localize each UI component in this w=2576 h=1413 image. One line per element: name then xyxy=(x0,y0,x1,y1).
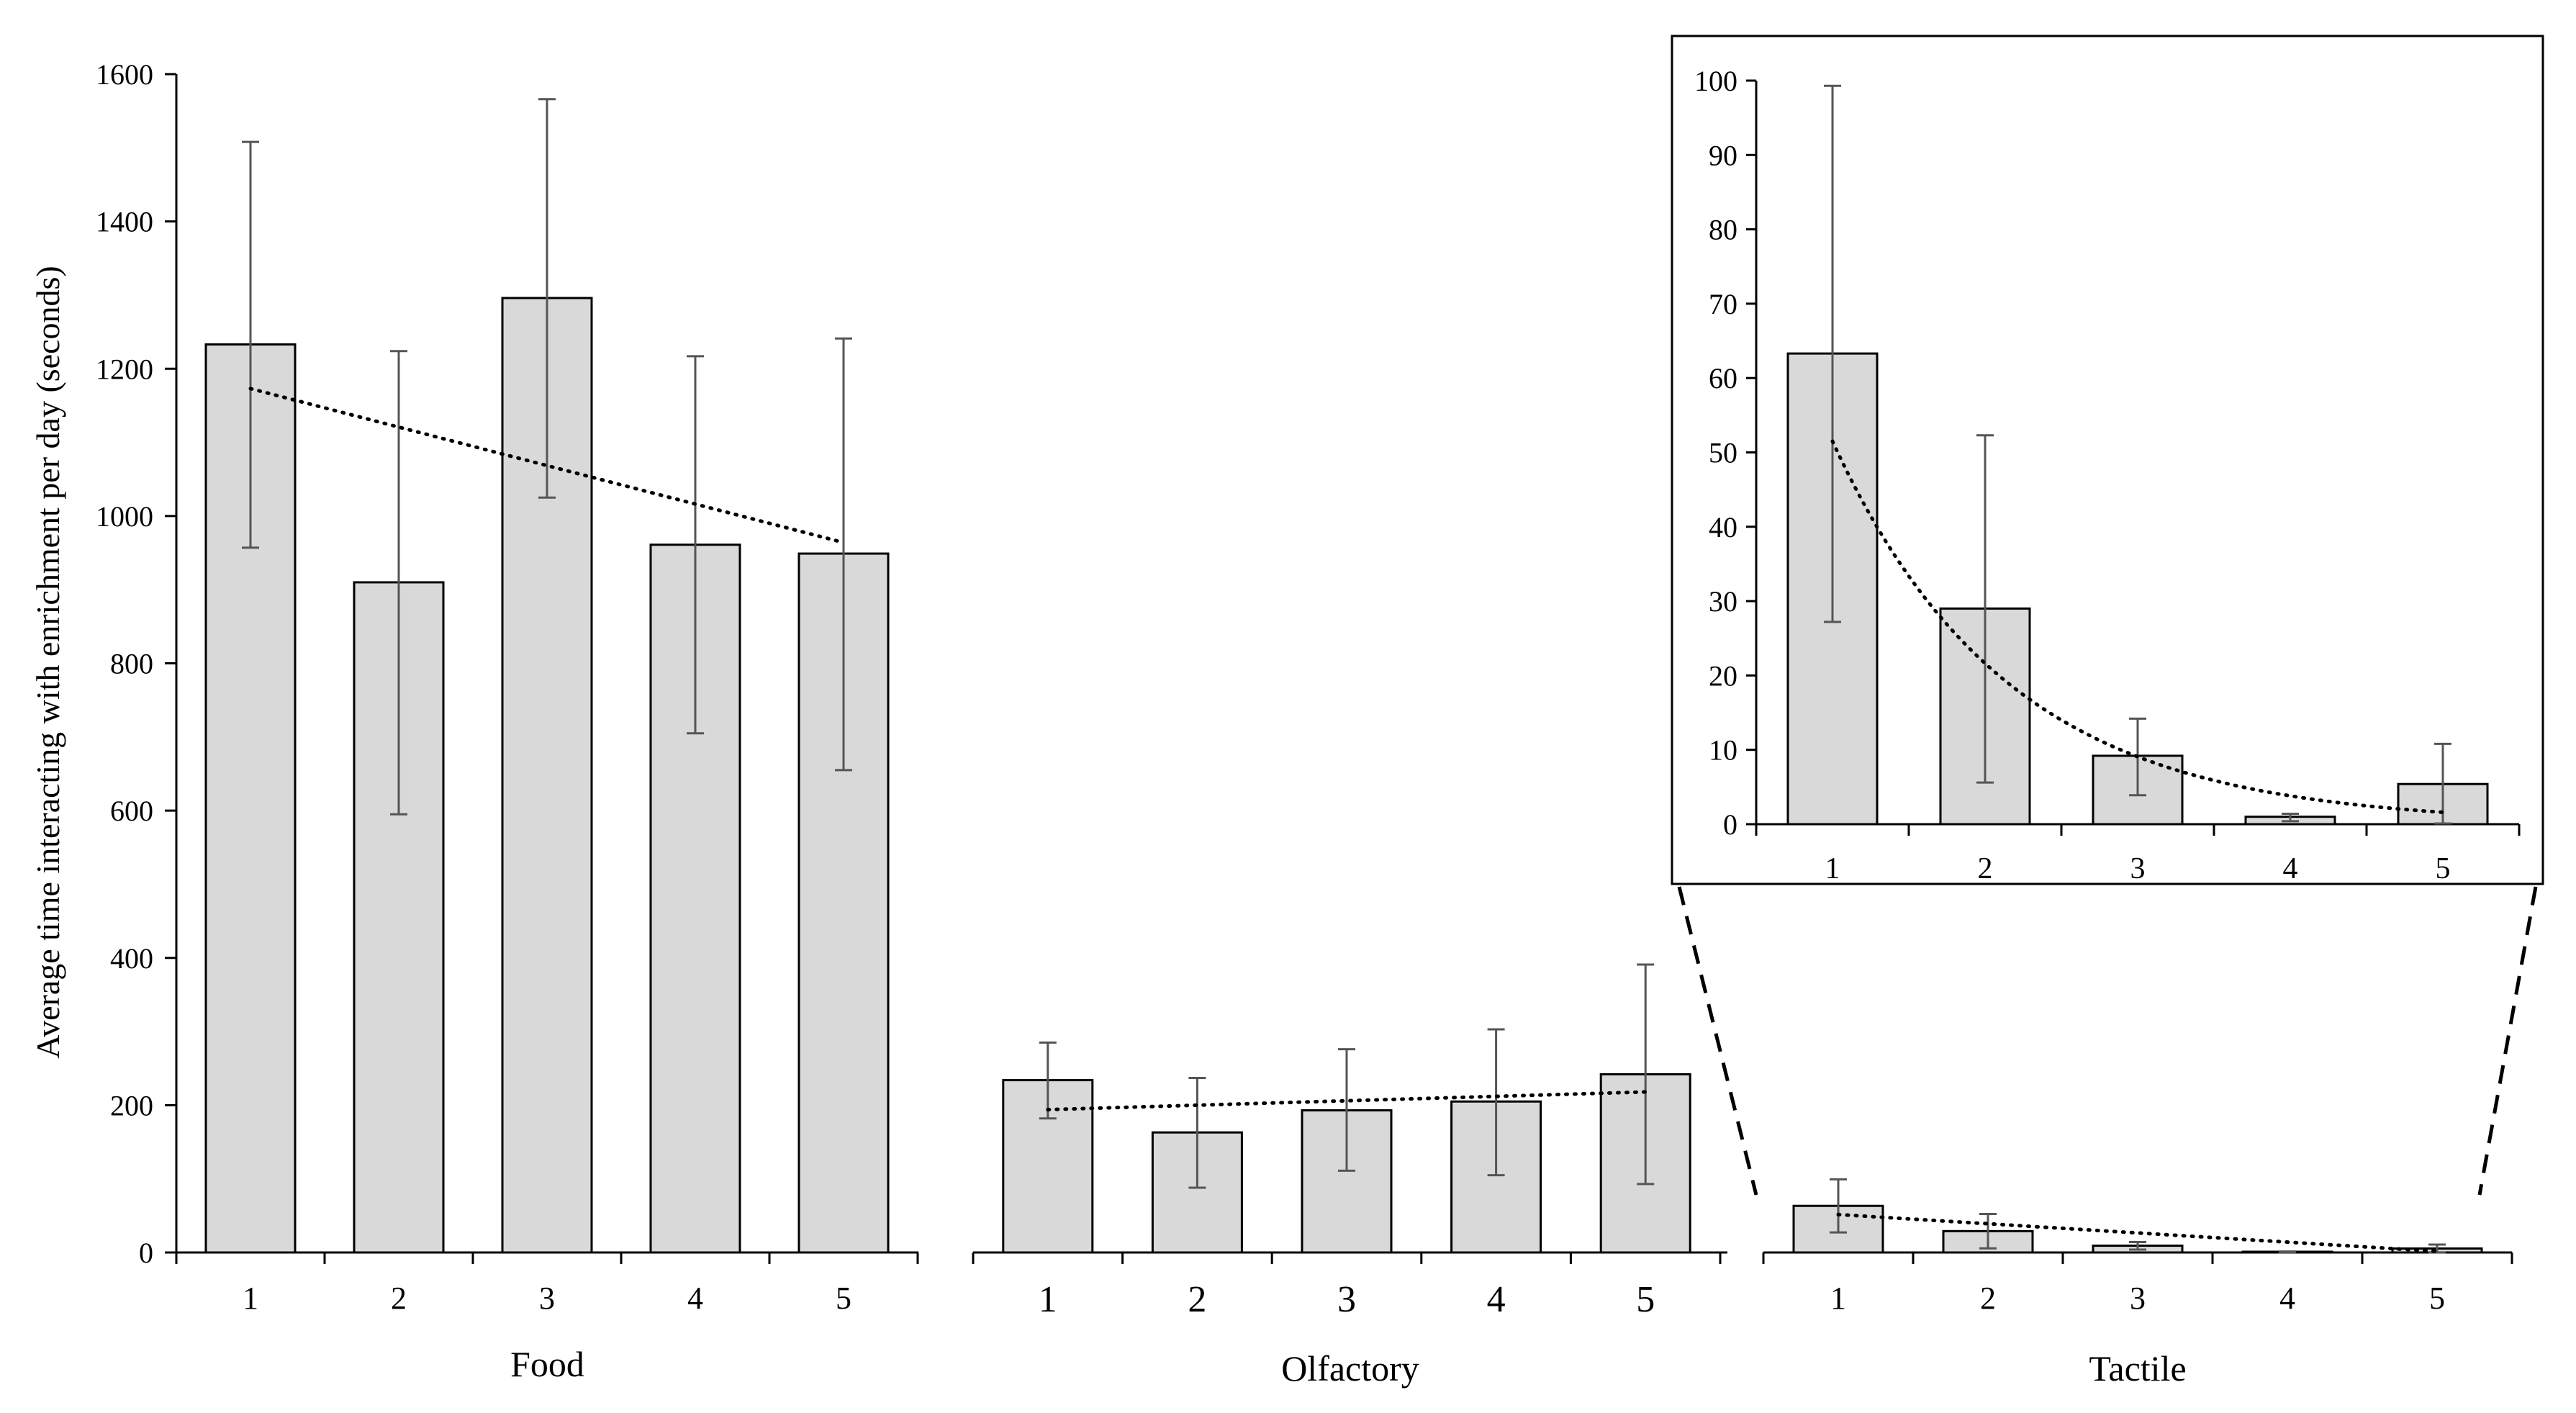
panel-3-x-tick-label: 4 xyxy=(2279,1281,2295,1316)
y-tick-label: 200 xyxy=(110,1089,153,1121)
y-tick-label: 1200 xyxy=(96,353,153,385)
y-tick-label: 1400 xyxy=(96,206,153,238)
y-tick-label: 600 xyxy=(110,795,153,827)
panel-1-x-tick-label: 4 xyxy=(687,1281,703,1316)
panel-3-x-tick-label: 1 xyxy=(1830,1281,1846,1316)
panel-3-x-tick-label: 3 xyxy=(2130,1281,2146,1316)
y-tick-label: 800 xyxy=(110,648,153,680)
y-tick-label: 400 xyxy=(110,942,153,975)
panel-2-x-tick-label: 1 xyxy=(1039,1279,1057,1320)
inset-y-tick-label: 90 xyxy=(1709,139,1737,171)
inset-y-tick-label: 10 xyxy=(1709,734,1737,767)
y-axis-label: Average time interacting with enrichment… xyxy=(30,266,66,1058)
panel-2-x-tick-label: 5 xyxy=(1636,1279,1655,1320)
panel-1-x-tick-label: 5 xyxy=(836,1281,851,1316)
panel-3-trend-line xyxy=(1836,1212,2439,1253)
inset-y-tick-label: 60 xyxy=(1709,362,1737,394)
inset-y-tick-label: 80 xyxy=(1709,214,1737,246)
inset-connector-left xyxy=(1677,886,1758,1196)
inset-y-tick-label: 0 xyxy=(1723,808,1737,841)
inset-x-tick-label: 3 xyxy=(2130,852,2146,885)
inset-y-tick-label: 20 xyxy=(1709,659,1737,692)
panel-name-3: Tactile xyxy=(2089,1348,2186,1389)
inset-y-tick-label: 40 xyxy=(1709,511,1737,543)
inset-y-tick-label: 30 xyxy=(1709,585,1737,618)
inset-x-tick-label: 1 xyxy=(1825,852,1840,885)
inset-x-tick-label: 4 xyxy=(2283,852,2298,885)
panel-2-x-tick-label: 3 xyxy=(1337,1279,1356,1320)
y-tick-label: 1000 xyxy=(96,500,153,533)
panel-2-x-tick-label: 4 xyxy=(1487,1279,1506,1320)
panel-name-2: Olfactory xyxy=(1281,1348,1419,1389)
panel-1-x-tick-label: 1 xyxy=(243,1281,258,1316)
panel-1-trend-line xyxy=(248,387,846,545)
panel-2-x-tick-label: 2 xyxy=(1188,1279,1206,1320)
y-tick-label: 0 xyxy=(139,1237,153,1269)
inset-trend-line xyxy=(1830,439,2445,814)
panel-3-x-tick-label: 2 xyxy=(1980,1281,1996,1316)
y-tick-label: 1600 xyxy=(96,58,153,91)
inset-y-tick-label: 70 xyxy=(1709,288,1737,320)
panel-3-x-tick-label: 5 xyxy=(2429,1281,2445,1316)
inset-y-tick-label: 50 xyxy=(1709,437,1737,469)
panel-1-x-tick-label: 2 xyxy=(391,1281,407,1316)
inset-x-tick-label: 5 xyxy=(2436,852,2451,885)
inset-y-tick-label: 100 xyxy=(1694,65,1737,97)
inset-x-tick-label: 2 xyxy=(1978,852,1993,885)
panel-name-1: Food xyxy=(510,1344,584,1384)
inset-connector-right xyxy=(2477,886,2538,1196)
panel-1-x-tick-label: 3 xyxy=(539,1281,555,1316)
